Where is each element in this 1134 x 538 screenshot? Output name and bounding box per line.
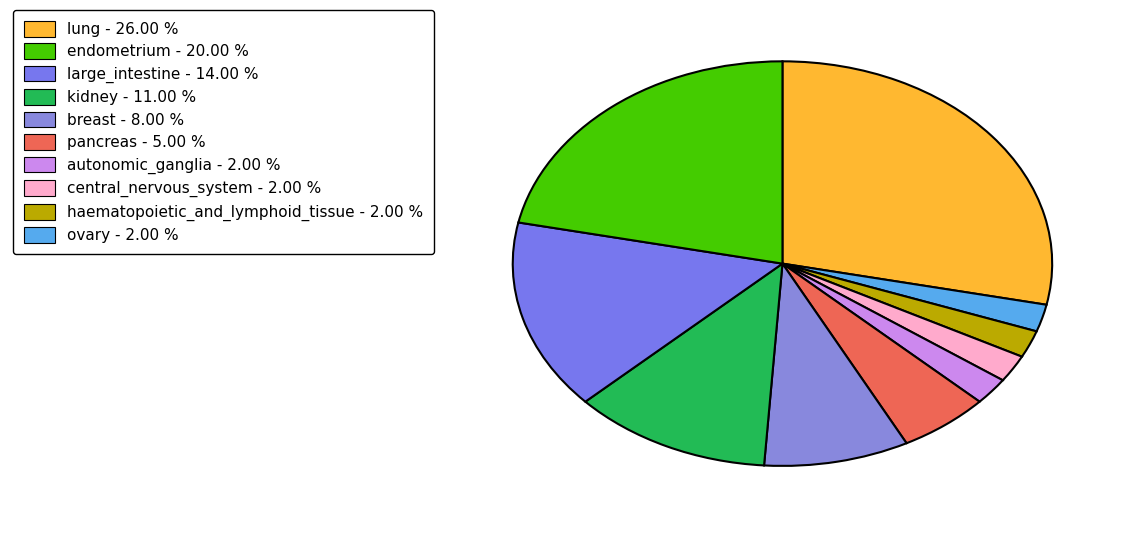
Wedge shape <box>513 223 782 402</box>
Wedge shape <box>782 264 980 443</box>
Wedge shape <box>782 264 1047 331</box>
Wedge shape <box>585 264 782 465</box>
Wedge shape <box>782 61 1052 305</box>
Wedge shape <box>518 61 782 264</box>
Wedge shape <box>782 264 1036 357</box>
Wedge shape <box>782 264 1022 380</box>
Wedge shape <box>764 264 906 466</box>
Legend: lung - 26.00 %, endometrium - 20.00 %, large_intestine - 14.00 %, kidney - 11.00: lung - 26.00 %, endometrium - 20.00 %, l… <box>14 10 433 254</box>
Wedge shape <box>782 264 1002 402</box>
